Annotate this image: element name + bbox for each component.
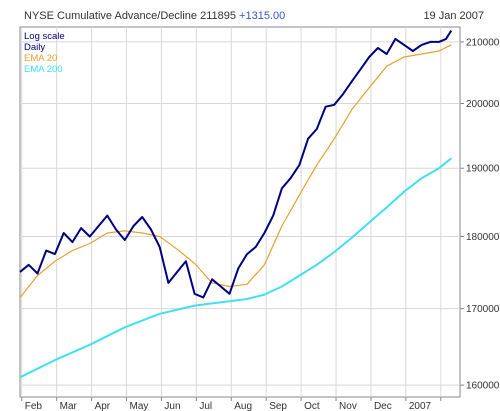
y-tick-label: 190000 xyxy=(466,164,500,175)
legend-entry: EMA 200 xyxy=(24,64,63,75)
x-tick-label: Jul xyxy=(199,401,212,411)
plot-area xyxy=(19,26,461,398)
x-tick-label: Mar xyxy=(60,401,78,411)
y-tick-label: 210000 xyxy=(466,37,500,48)
series-line-daily xyxy=(19,30,453,299)
current-value: 211895 xyxy=(200,10,236,22)
chart-date: 19 Jan 2007 xyxy=(423,10,484,22)
series-line-ema-20 xyxy=(19,44,452,298)
change-value: +1315.00 xyxy=(239,10,286,22)
x-tick-label: Sep xyxy=(269,401,287,411)
legend-entry: Log scale xyxy=(24,31,65,42)
x-tick-label: May xyxy=(130,401,149,411)
y-tick-label: 200000 xyxy=(466,99,500,110)
x-tick-label: 2007 xyxy=(409,401,432,411)
y-tick-label: 170000 xyxy=(466,304,500,315)
chart-title: NYSE Cumulative Advance/Decline xyxy=(24,10,198,22)
x-tick-label: Dec xyxy=(374,401,392,411)
series-lines xyxy=(19,30,453,379)
grid-lines xyxy=(20,27,460,397)
x-tick-label: Jun xyxy=(164,401,180,411)
x-tick-label: Apr xyxy=(95,401,111,411)
x-tick-label: Nov xyxy=(339,401,357,411)
series-line-ema-200 xyxy=(19,157,452,379)
y-tick-label: 180000 xyxy=(466,232,500,243)
legend-entry: Daily xyxy=(24,42,45,53)
axes: 160000 170000 180000 190000 200000 210000 Feb M… xyxy=(21,37,500,411)
y-tick-label: 160000 xyxy=(466,381,500,392)
x-tick-label: Aug xyxy=(234,401,252,411)
x-tick-label: Oct xyxy=(304,401,320,411)
x-tick-label: Feb xyxy=(25,401,43,411)
chart-header: NYSE Cumulative Advance/Decline 211895 +… xyxy=(24,10,285,22)
legend-entry: EMA 20 xyxy=(24,53,57,64)
